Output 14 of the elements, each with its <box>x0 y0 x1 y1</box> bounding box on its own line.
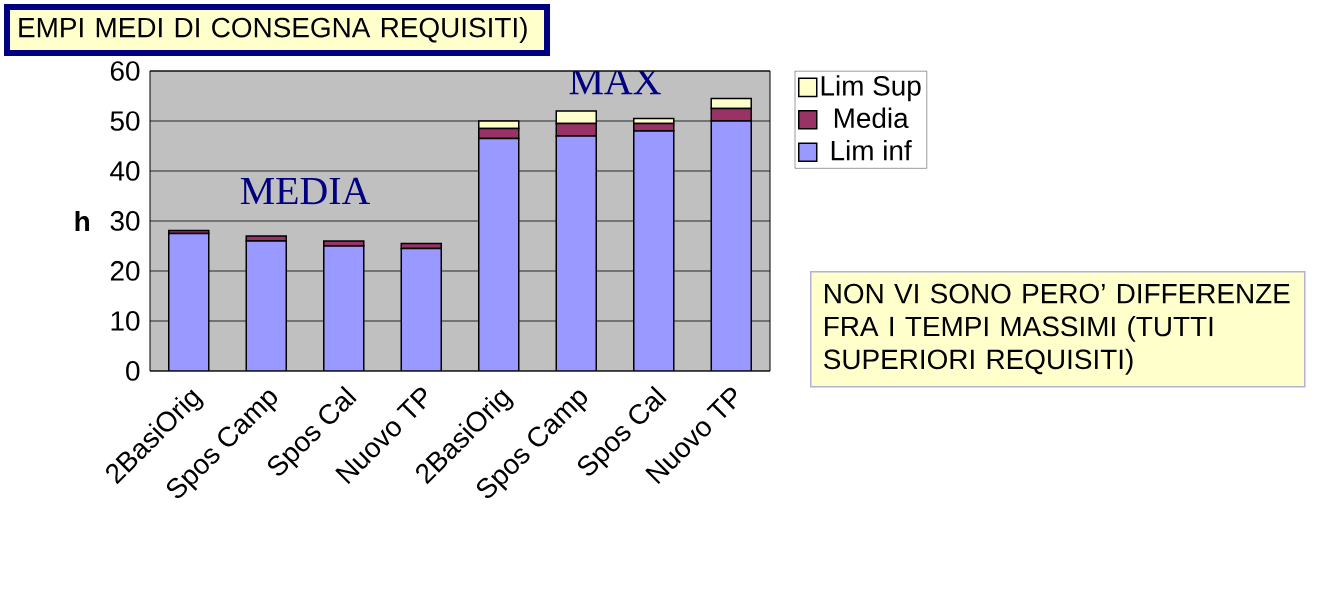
y-tick-label: 40 <box>110 161 140 181</box>
text: EMPI MEDI DI CONSEGNA REQUISITI) <box>19 17 527 43</box>
legend-label: Lim inf <box>831 139 912 161</box>
y-tick-label: 50 <box>110 111 140 131</box>
y-tick-label: 0 <box>126 361 140 381</box>
y-tick-label: 10 <box>111 311 140 331</box>
text: NON VI SONO PERO’ DIFFERENZE FRA I TEMPI MASSIMI (TUTTI SUPERIORI REQUISITI) <box>824 283 1290 375</box>
legend-label: Media <box>834 107 909 129</box>
y-axis-title: h <box>75 210 89 232</box>
annotation: MEDIA <box>240 177 371 205</box>
y-tick-label: 30 <box>110 211 140 231</box>
legend-label: Lim Sup <box>821 75 921 102</box>
y-tick-label: 60 <box>110 61 140 81</box>
y-tick-label: 20 <box>110 261 140 281</box>
